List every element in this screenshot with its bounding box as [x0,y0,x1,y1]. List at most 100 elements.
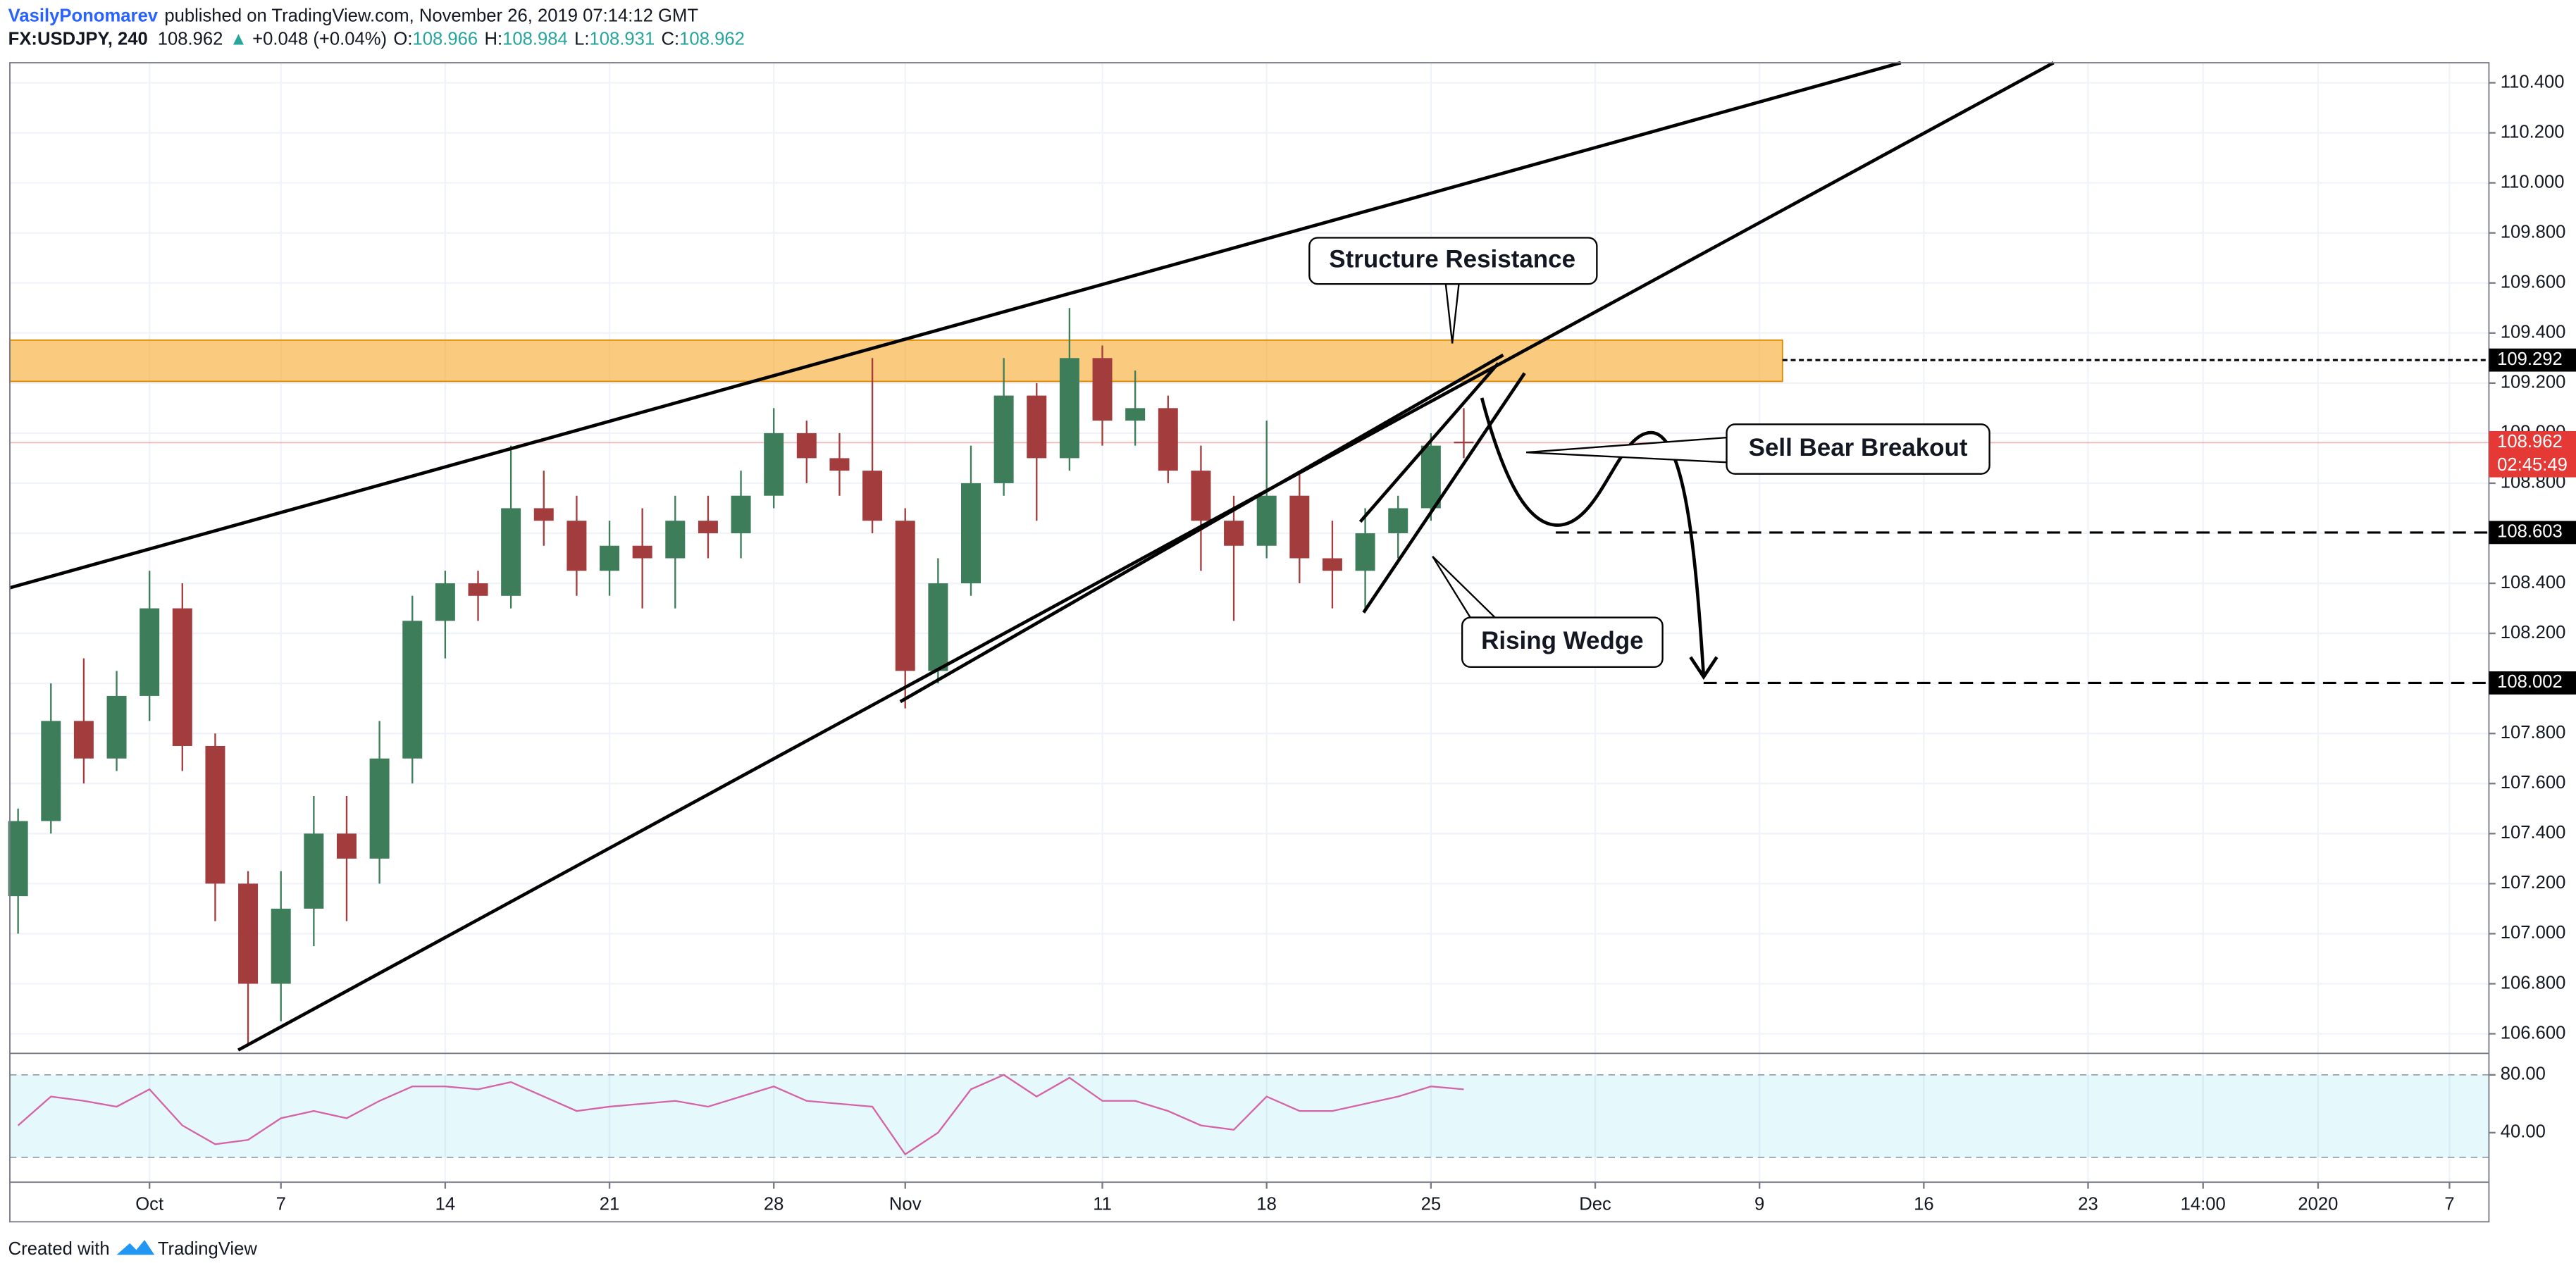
change: +0.048 (+0.04%) [252,29,387,49]
y-tick-label: 110.000 [2501,172,2565,192]
ohlc-value: 108.966 [412,29,478,49]
candle-body [205,745,225,884]
y-tick-label: 106.800 [2501,973,2566,993]
arrow-head [1689,656,1719,680]
candle-body [1125,408,1146,421]
candle-body [501,508,521,596]
resistance-zone [9,339,1783,383]
candle-body [1224,521,1244,546]
x-tick-label: 7 [276,1195,286,1214]
candle-body [304,833,324,909]
last-price-bg [2489,430,2576,478]
wedge-line [1358,362,1500,523]
y-tick-label: 108.200 [2501,623,2566,642]
candle-body [1420,445,1441,509]
candle-body [632,545,652,559]
candle-body [106,695,127,759]
y-tick-label: 107.600 [2501,773,2566,792]
footer: Created with TradingView [8,1239,258,1259]
x-tick-label: Dec [1579,1195,1611,1214]
candle-body [369,758,390,859]
level-label: 109.292 [2497,349,2563,369]
candle-body [895,521,915,671]
y-tick-label: 109.800 [2501,222,2566,242]
candle-body [1355,533,1375,571]
x-tick-label: 16 [1914,1195,1934,1214]
candle-body [600,545,620,571]
y-tick-label: 108.400 [2501,573,2566,592]
last-price-label: 108.962 [2497,432,2563,452]
annotation: Rising Wedge [1481,627,1643,654]
ohlc-label: H: [484,29,502,49]
rsi-tick-label: 80.00 [2501,1064,2546,1084]
x-tick-label: 25 [1421,1195,1442,1214]
brand[interactable]: TradingView [158,1239,258,1259]
x-tick-label: Nov [889,1195,922,1214]
candle-body [1191,471,1211,521]
x-tick-label: 11 [1093,1195,1112,1214]
candle-body [172,608,192,746]
callout-box [1461,616,1664,669]
candle-body [1256,495,1277,546]
x-tick-label: 9 [1754,1195,1764,1214]
level-label: 108.002 [2497,672,2563,692]
candle-body [533,508,554,521]
candle-body [140,608,160,696]
x-tick-label: 14:00 [2181,1195,2226,1214]
candle-body [1388,508,1408,533]
candle-body [796,433,817,459]
author[interactable]: VasilyPonomarev [8,6,159,25]
candle-body [336,833,357,859]
candle-body [41,721,61,821]
candle-body [73,721,94,759]
projection-path [1480,397,1706,678]
candle-body [928,583,948,671]
candle-body [961,483,981,584]
rsi-pane [17,1074,1464,1156]
candle-body [764,433,784,496]
candle-body [665,521,686,559]
wedge-line [1362,372,1526,614]
symbol-line: FX:USDJPY, 240 108.962 ▲ +0.048 (+0.04%) O:1… [8,29,745,49]
y-tick-label: 106.600 [2501,1023,2566,1043]
symbol: FX:USDJPY, 240 [8,29,148,49]
callout-box [1308,237,1598,285]
countdown: 02:45:49 [2497,455,2568,475]
candle-body [8,821,28,897]
candle-body [468,583,488,596]
trend-line [237,61,2055,1052]
candle-body [1454,441,1474,444]
y-tick-label: 109.200 [2501,373,2566,392]
x-tick-label: 23 [2078,1195,2098,1214]
x-tick-label: 21 [600,1195,620,1214]
x-tick-label: 14 [435,1195,456,1214]
x-tick-label: 28 [764,1195,784,1214]
annotation: Structure Resistance [1329,246,1575,273]
y-tick-label: 107.000 [2501,923,2566,943]
ohlc-label: L: [574,29,589,49]
x-tick-label: 2020 [2298,1195,2338,1214]
candle-body [566,521,587,571]
x-tick-label: Oct [135,1195,163,1214]
candle-body [1289,495,1310,559]
y-tick-label: 107.800 [2501,723,2566,742]
candle-body [1092,358,1113,421]
ohlc-value: 108.962 [679,29,745,49]
trend-line [899,353,1504,704]
last: 108.962 [158,29,223,49]
y-tick-label: 107.400 [2501,823,2566,843]
candle-body [698,521,718,533]
candle-body [1059,358,1079,459]
trend-line [9,61,1902,590]
candle-body [862,471,883,521]
header-line: VasilyPonomarev published on TradingView.… [8,6,699,25]
candles [8,308,1474,1047]
ohlc-label: O: [393,29,412,49]
header: VasilyPonomarev published on TradingView.… [8,6,745,49]
candle-body [1027,395,1047,459]
level-label-bg [2489,521,2576,545]
level-label-bg [2489,671,2576,695]
callout-box [1726,423,1990,475]
